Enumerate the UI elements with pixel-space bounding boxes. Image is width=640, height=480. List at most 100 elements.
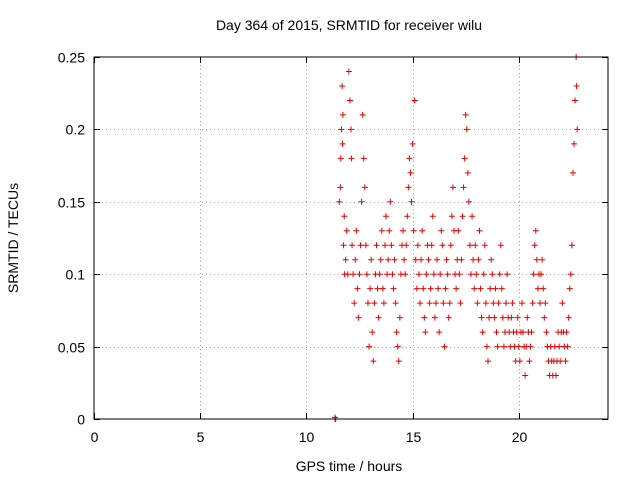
data-point [443,256,450,263]
data-point [385,256,392,263]
data-point [496,271,503,278]
data-point [362,242,369,249]
data-point [538,271,545,278]
data-point [406,155,413,162]
y-tick-label: 0.1 [66,267,86,283]
data-point [522,372,529,379]
data-point [435,285,442,292]
data-point [573,82,580,89]
data-point [366,343,373,350]
data-point [473,271,480,278]
data-point [380,300,387,307]
data-point [471,285,478,292]
data-point [354,285,361,292]
data-point [533,256,540,263]
data-point [462,111,469,118]
data-point [516,358,523,365]
data-point [494,343,501,350]
data-point [504,271,511,278]
data-point [363,271,370,278]
data-point [479,329,486,336]
data-point [449,184,456,191]
data-point [439,242,446,249]
data-point [371,300,378,307]
y-tick-label: 0.25 [58,50,85,66]
data-point [448,213,455,220]
data-point [484,358,491,365]
data-point [482,300,489,307]
data-point [348,155,355,162]
x-tick-label: 15 [406,429,422,445]
data-point [442,285,449,292]
data-point [432,300,439,307]
data-point [574,126,581,133]
data-point [532,227,539,234]
data-point [348,126,354,133]
data-point [486,314,493,321]
grid [94,57,608,419]
data-point [457,300,464,307]
data-point [427,285,434,292]
plot-frame [93,56,609,420]
data-point [429,213,436,220]
data-point [495,300,502,307]
data-point [483,343,490,350]
data-point [420,285,427,292]
data-point [387,198,394,205]
data-point [374,285,381,292]
data-point [469,213,476,220]
data-point [338,126,345,133]
data-point [441,343,448,350]
data-point [543,329,550,336]
data-point [568,242,575,249]
data-point [530,271,537,278]
data-point [360,155,367,162]
data-point [361,184,368,191]
data-point [392,300,399,307]
data-point [339,140,346,147]
data-point [332,414,339,421]
data-point [490,300,497,307]
data-point [537,300,544,307]
data-point [492,285,499,292]
data-point [430,271,437,278]
data-point [470,256,477,263]
data-point [556,343,563,350]
data-point [386,227,393,234]
data-point [437,271,444,278]
data-point [444,271,451,278]
x-tick-label: 5 [197,429,205,445]
data-point [461,155,468,162]
data-point [346,97,353,104]
data-point [557,358,564,365]
x-tick-label: 10 [299,429,315,445]
data-point [394,343,401,350]
data-point [563,329,570,336]
data-point [497,242,504,249]
data-point [455,227,462,234]
data-point [520,329,527,336]
data-point [514,314,521,321]
data-point [359,111,366,118]
x-tick-label: 20 [512,429,528,445]
data-point [491,314,498,321]
data-point [350,271,357,278]
data-point [389,271,396,278]
data-point [344,271,351,278]
data-point [377,256,384,263]
data-point [352,256,359,263]
data-point [528,329,535,336]
data-point [572,97,579,104]
data-point [396,314,403,321]
data-point [488,256,495,263]
data-point [404,213,411,220]
data-point [440,300,447,307]
data-point [459,213,466,220]
data-point [566,285,573,292]
data-point [422,329,429,336]
data-point [395,358,402,365]
data-point [402,271,409,278]
data-point [340,242,347,249]
data-point [476,227,483,234]
y-tick-label: 0 [77,412,85,428]
